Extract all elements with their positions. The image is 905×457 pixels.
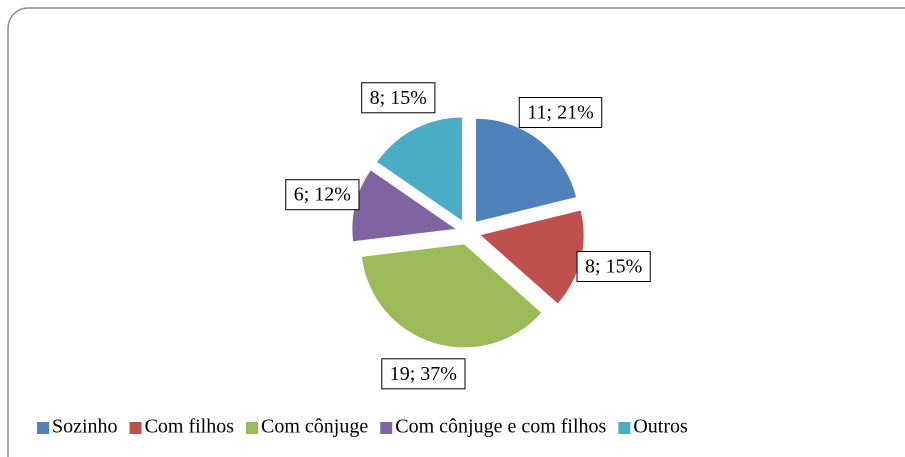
pie-slice (361, 244, 542, 348)
chart-frame (7, 7, 905, 457)
pie-slice (352, 170, 456, 242)
data-label-box (285, 179, 360, 211)
pie-slice (476, 118, 577, 222)
data-label: 19; 37% (390, 363, 457, 385)
data-label-box (518, 97, 603, 129)
pie-slice (480, 210, 584, 304)
data-label: 6; 12% (294, 184, 351, 206)
legend-swatch (618, 422, 631, 434)
legend-label: Com filhos (145, 416, 235, 438)
legend-label: Sozinho (52, 416, 118, 438)
data-label-box (381, 358, 466, 390)
data-label: 8; 15% (370, 87, 427, 109)
legend-swatch (129, 422, 142, 434)
data-label: 11; 21% (527, 102, 593, 124)
legend-swatch (246, 422, 259, 434)
data-label-box (361, 82, 436, 114)
data-label: 8; 15% (585, 255, 642, 277)
legend-swatch (37, 422, 49, 434)
pie-slice (377, 117, 462, 221)
legend-label: Com cônjuge (261, 416, 368, 438)
legend-label: Com cônjuge e com filhos (395, 416, 606, 438)
legend-label: Outros (633, 416, 688, 438)
data-label-box (576, 250, 651, 282)
legend-swatch (380, 422, 393, 434)
